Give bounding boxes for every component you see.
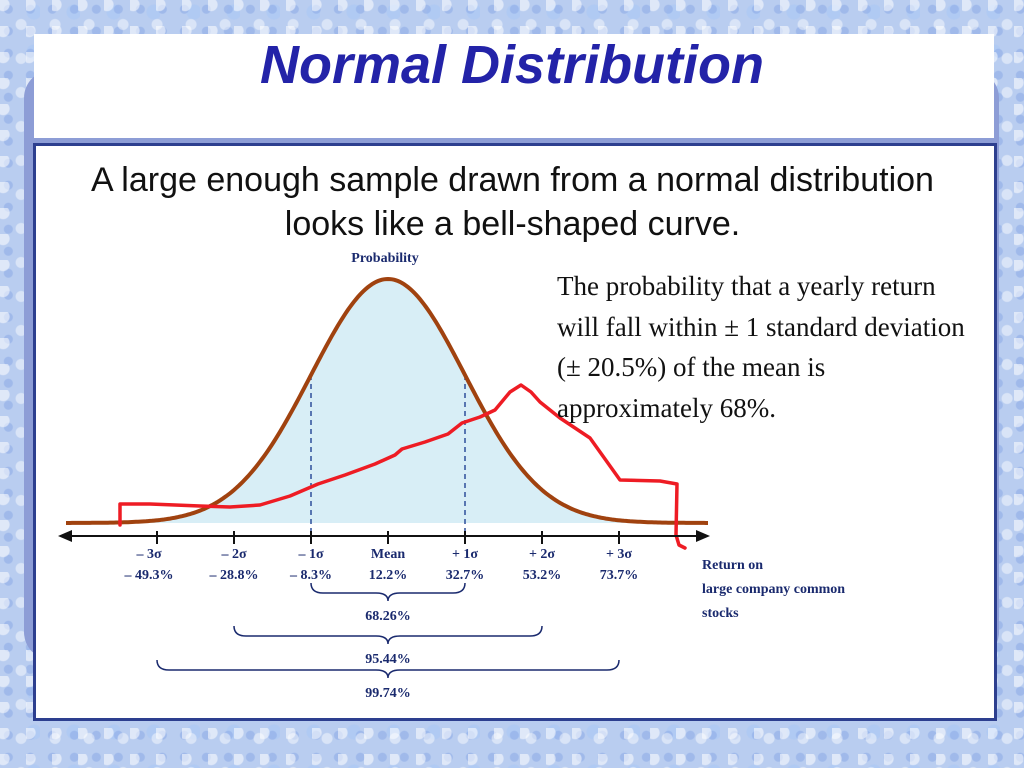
tick-value-label: 32.7% [446, 568, 485, 583]
slide-title: Normal Distribution [259, 35, 764, 95]
bell-curve-area [66, 279, 708, 523]
y-axis-label: Probability [351, 251, 418, 266]
x-axis-label: Return on large company common stocks [702, 558, 849, 621]
intro-text: A large enough sample drawn from a norma… [91, 161, 934, 243]
tick-value-label: 73.7% [600, 568, 639, 583]
range-label: 95.44% [365, 652, 411, 667]
probability-note: The probability that a yearly return wil… [557, 271, 965, 423]
tick-value-label: 12.2% [369, 568, 408, 583]
title-panel [34, 34, 994, 138]
tick-value-label: – 28.8% [209, 568, 259, 583]
axis-tick-marks [156, 531, 620, 544]
tick-sigma-label: – 3σ [135, 547, 162, 562]
range-brace [233, 625, 543, 645]
tick-sigma-label: Mean [371, 547, 405, 562]
tick-value-label: 53.2% [523, 568, 562, 583]
tick-sigma-label: + 1σ [452, 547, 478, 562]
axis-tick-labels: – 3σ – 49.3% – 2σ – 28.8% – 1σ – 8.3% Mean 12.2… [124, 547, 639, 583]
handwritten-overlay-curve [118, 383, 687, 550]
tick-sigma-label: + 3σ [606, 547, 632, 562]
range-brace [156, 659, 620, 679]
tick-value-label: – 49.3% [124, 568, 174, 583]
range-brace [310, 582, 466, 602]
tick-sigma-label: – 2σ [220, 547, 247, 562]
range-label: 99.74% [365, 686, 411, 701]
tick-sigma-label: – 1σ [297, 547, 324, 562]
range-braces: 68.26% 95.44% 99.74% [156, 582, 620, 701]
x-axis-right-arrow [696, 530, 710, 542]
tick-value-label: – 8.3% [289, 568, 332, 583]
tick-sigma-label: + 2σ [529, 547, 555, 562]
x-axis-label-line: stocks [702, 606, 739, 621]
range-label: 68.26% [365, 609, 411, 624]
content-panel [33, 143, 997, 721]
x-axis-label-line: Return on [702, 558, 763, 573]
x-axis-label-line: large company common [702, 582, 845, 597]
bell-curve-line [66, 276, 708, 525]
x-axis-left-arrow [58, 530, 72, 542]
